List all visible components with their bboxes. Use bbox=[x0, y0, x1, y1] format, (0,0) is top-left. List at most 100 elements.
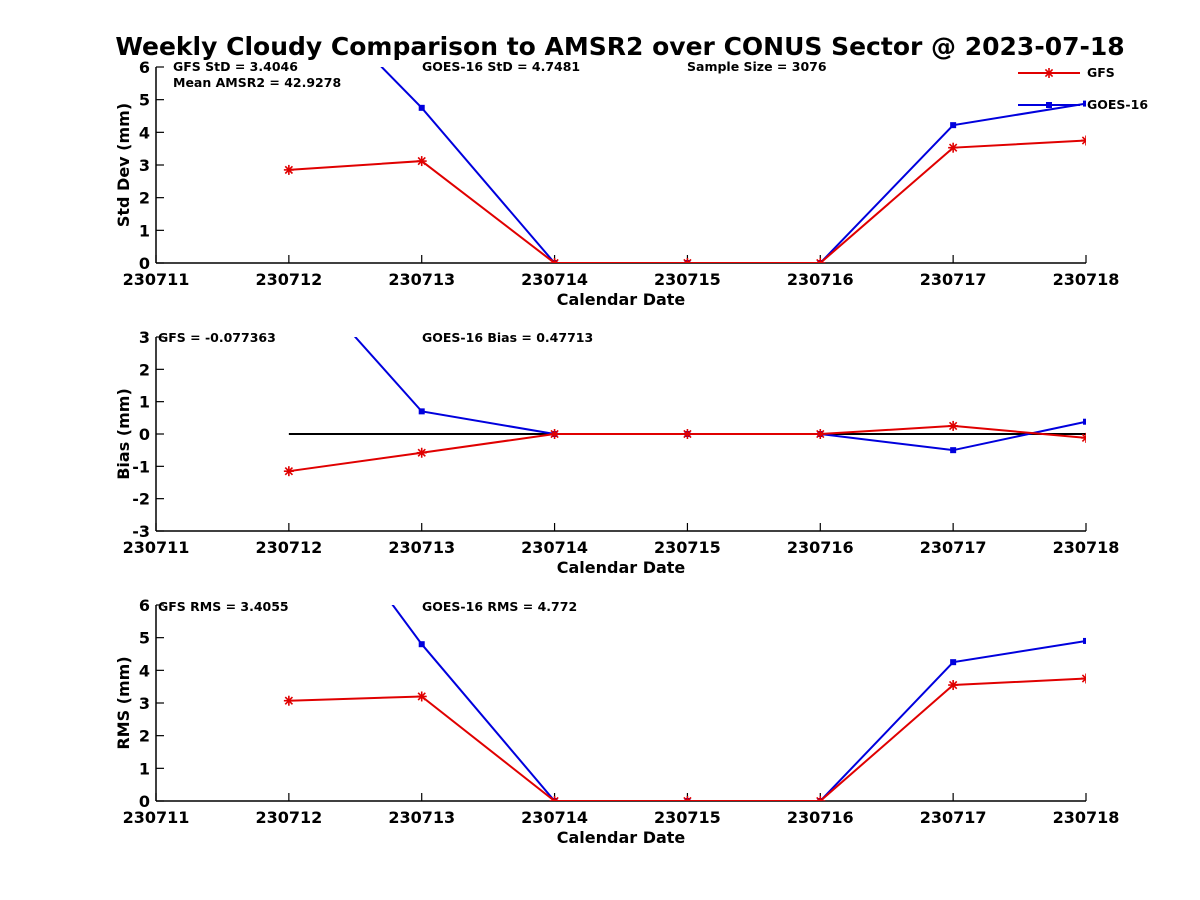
y-tick-label: 5 bbox=[139, 629, 150, 648]
legend: GFS GOES-16 bbox=[1018, 65, 1148, 112]
x-tick-label: 230717 bbox=[920, 538, 987, 557]
annotation: GOES-16 RMS = 4.772 bbox=[422, 599, 577, 614]
data-point bbox=[1081, 432, 1086, 443]
x-tick-label: 230716 bbox=[787, 270, 854, 289]
x-tick-label: 230716 bbox=[787, 538, 854, 557]
x-tick-label: 230715 bbox=[654, 538, 721, 557]
y-tick-label: -1 bbox=[132, 457, 150, 476]
x-tick-label: 230717 bbox=[920, 270, 987, 289]
legend-entry-gfs: GFS bbox=[1018, 65, 1115, 80]
y-tick-label: 3 bbox=[139, 694, 150, 713]
data-point bbox=[549, 258, 560, 263]
x-tick-label: 230717 bbox=[920, 808, 987, 827]
annotation: GFS RMS = 3.4055 bbox=[158, 599, 289, 614]
data-point bbox=[682, 258, 693, 263]
data-point bbox=[950, 122, 957, 129]
annotation: GFS StD = 3.4046 bbox=[173, 59, 298, 74]
data-point bbox=[1081, 135, 1086, 146]
data-point bbox=[948, 142, 959, 153]
y-tick-label: 3 bbox=[139, 156, 150, 175]
series-line bbox=[288, 677, 1086, 801]
series-line bbox=[353, 337, 1086, 452]
data-point bbox=[1083, 100, 1086, 107]
y-tick-label: -2 bbox=[132, 490, 150, 509]
x-tick-label: 230714 bbox=[521, 808, 588, 827]
y-axis-label: Std Dev (mm) bbox=[114, 103, 133, 227]
x-tick-label: 230713 bbox=[388, 270, 455, 289]
y-tick-label: 6 bbox=[139, 596, 150, 615]
y-tick-label: 4 bbox=[139, 123, 150, 142]
y-tick-label: 2 bbox=[139, 360, 150, 379]
x-axis-label: Calendar Date bbox=[557, 290, 686, 309]
legend-marker bbox=[1046, 102, 1052, 108]
data-point bbox=[1083, 418, 1086, 425]
y-tick-label: 3 bbox=[139, 328, 150, 347]
x-tick-label: 230718 bbox=[1053, 538, 1120, 557]
panel-1: 230711 230712 230713 230714 230715 230716 2307… bbox=[114, 58, 1120, 309]
data-point bbox=[283, 164, 294, 175]
panel-2: 230711 230712 230713 230714 230715 230716 2307… bbox=[114, 328, 1120, 577]
series-line bbox=[288, 139, 1086, 263]
panels: 230711 230712 230713 230714 230715 230716 2307… bbox=[114, 58, 1120, 847]
y-tick-label: 0 bbox=[139, 254, 150, 273]
x-tick-label: 230712 bbox=[255, 538, 322, 557]
x-tick-label: 230716 bbox=[787, 808, 854, 827]
y-tick-label: 2 bbox=[139, 189, 150, 208]
x-tick-label: 230715 bbox=[654, 270, 721, 289]
data-point bbox=[950, 659, 957, 666]
y-axis-label: Bias (mm) bbox=[114, 388, 133, 480]
data-point bbox=[418, 641, 425, 648]
data-point bbox=[815, 258, 826, 263]
data-point bbox=[950, 447, 957, 454]
series-goes-16 bbox=[391, 605, 1086, 801]
y-tick-label: 0 bbox=[139, 425, 150, 444]
annotation: Mean AMSR2 = 42.9278 bbox=[173, 75, 341, 90]
annotation: GOES-16 StD = 4.7481 bbox=[422, 59, 580, 74]
chart-title: Weekly Cloudy Comparison to AMSR2 over C… bbox=[115, 32, 1124, 61]
y-tick-label: 0 bbox=[139, 792, 150, 811]
x-tick-label: 230713 bbox=[388, 808, 455, 827]
data-point bbox=[416, 156, 427, 167]
y-tick-label: 6 bbox=[139, 58, 150, 77]
annotation: GFS = -0.077363 bbox=[158, 330, 276, 345]
data-point bbox=[418, 408, 425, 415]
legend-label: GOES-16 bbox=[1087, 97, 1148, 112]
legend-marker bbox=[1044, 68, 1054, 78]
y-tick-label: 5 bbox=[139, 91, 150, 110]
y-tick-label: 4 bbox=[139, 661, 150, 680]
legend-entry-goes-16: GOES-16 bbox=[1018, 97, 1148, 112]
legend-label: GFS bbox=[1087, 65, 1115, 80]
x-tick-label: 230711 bbox=[123, 808, 190, 827]
data-point bbox=[815, 796, 826, 801]
data-point bbox=[682, 429, 693, 439]
data-point bbox=[549, 429, 560, 439]
x-axis-label: Calendar Date bbox=[557, 828, 686, 847]
x-tick-label: 230718 bbox=[1053, 808, 1120, 827]
data-point bbox=[1083, 637, 1086, 644]
data-point bbox=[948, 420, 959, 431]
data-point bbox=[815, 429, 826, 439]
x-tick-label: 230718 bbox=[1053, 270, 1120, 289]
y-axis-label: RMS (mm) bbox=[114, 656, 133, 749]
y-tick-label: 1 bbox=[139, 759, 150, 778]
series-gfs bbox=[283, 135, 1086, 263]
series-line bbox=[391, 605, 1086, 801]
data-point bbox=[948, 680, 959, 691]
x-tick-label: 230711 bbox=[123, 270, 190, 289]
x-tick-label: 230712 bbox=[255, 270, 322, 289]
data-point bbox=[418, 104, 425, 111]
y-tick-label: 1 bbox=[139, 221, 150, 240]
x-tick-label: 230712 bbox=[255, 808, 322, 827]
x-tick-label: 230713 bbox=[388, 538, 455, 557]
annotation: GOES-16 Bias = 0.47713 bbox=[422, 330, 593, 345]
panel-3: 230711 230712 230713 230714 230715 230716 2307… bbox=[114, 596, 1120, 847]
y-tick-label: -3 bbox=[132, 522, 150, 541]
data-point bbox=[1081, 673, 1086, 684]
data-point bbox=[416, 447, 427, 458]
data-point bbox=[549, 796, 560, 801]
x-tick-label: 230711 bbox=[123, 538, 190, 557]
series-gfs bbox=[283, 420, 1086, 477]
series-gfs bbox=[283, 673, 1086, 801]
data-point bbox=[283, 695, 294, 706]
